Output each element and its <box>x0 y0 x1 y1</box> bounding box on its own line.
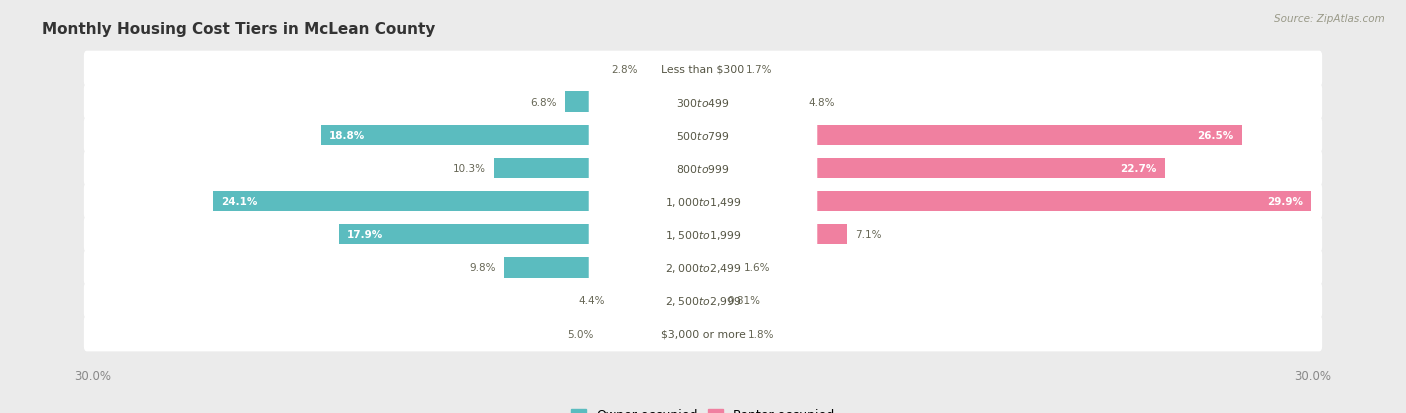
Text: 24.1%: 24.1% <box>221 197 257 206</box>
Text: 9.8%: 9.8% <box>470 263 495 273</box>
Text: 10.3%: 10.3% <box>453 164 485 173</box>
Bar <box>503 257 591 278</box>
FancyBboxPatch shape <box>589 320 817 348</box>
Text: $500 to $799: $500 to $799 <box>676 130 730 141</box>
FancyBboxPatch shape <box>84 283 1322 318</box>
Bar <box>602 323 703 344</box>
Text: $1,500 to $1,999: $1,500 to $1,999 <box>665 228 741 241</box>
Bar <box>703 323 740 344</box>
FancyBboxPatch shape <box>589 221 817 249</box>
Text: 7.1%: 7.1% <box>855 230 882 240</box>
FancyBboxPatch shape <box>84 118 1322 153</box>
Bar <box>613 290 703 311</box>
Text: $800 to $999: $800 to $999 <box>676 163 730 174</box>
Text: 4.8%: 4.8% <box>808 97 835 107</box>
Text: $1,000 to $1,499: $1,000 to $1,499 <box>665 195 741 208</box>
Text: 17.9%: 17.9% <box>347 230 384 240</box>
Text: 1.8%: 1.8% <box>748 329 775 339</box>
Text: 2.8%: 2.8% <box>612 64 638 74</box>
FancyBboxPatch shape <box>589 121 817 150</box>
FancyBboxPatch shape <box>84 85 1322 120</box>
Text: 5.0%: 5.0% <box>567 329 593 339</box>
FancyBboxPatch shape <box>84 184 1322 219</box>
Bar <box>815 158 1164 179</box>
FancyBboxPatch shape <box>84 52 1322 87</box>
Text: 0.81%: 0.81% <box>727 296 761 306</box>
Bar <box>565 92 591 113</box>
Bar <box>703 92 800 113</box>
Text: $2,000 to $2,499: $2,000 to $2,499 <box>665 261 741 274</box>
Bar <box>815 191 1310 212</box>
Bar <box>703 257 735 278</box>
Text: Monthly Housing Cost Tiers in McLean County: Monthly Housing Cost Tiers in McLean Cou… <box>42 22 436 37</box>
Text: 6.8%: 6.8% <box>530 97 557 107</box>
FancyBboxPatch shape <box>589 55 817 83</box>
Text: 4.4%: 4.4% <box>579 296 606 306</box>
FancyBboxPatch shape <box>589 254 817 282</box>
FancyBboxPatch shape <box>589 154 817 183</box>
Bar <box>321 125 591 146</box>
Text: 29.9%: 29.9% <box>1267 197 1303 206</box>
Bar <box>647 59 703 80</box>
Bar <box>815 224 848 245</box>
Bar <box>703 59 738 80</box>
Bar <box>703 290 720 311</box>
Legend: Owner-occupied, Renter-occupied: Owner-occupied, Renter-occupied <box>567 404 839 413</box>
Text: Less than $300: Less than $300 <box>661 64 745 74</box>
FancyBboxPatch shape <box>84 217 1322 252</box>
Text: 1.7%: 1.7% <box>745 64 772 74</box>
Text: $2,500 to $2,999: $2,500 to $2,999 <box>665 294 741 307</box>
Bar <box>494 158 591 179</box>
FancyBboxPatch shape <box>589 88 817 116</box>
Text: 22.7%: 22.7% <box>1121 164 1156 173</box>
FancyBboxPatch shape <box>84 316 1322 351</box>
Bar <box>815 125 1241 146</box>
Text: $300 to $499: $300 to $499 <box>676 97 730 108</box>
FancyBboxPatch shape <box>84 250 1322 285</box>
FancyBboxPatch shape <box>589 188 817 216</box>
Bar <box>212 191 591 212</box>
Text: $3,000 or more: $3,000 or more <box>661 329 745 339</box>
Text: 26.5%: 26.5% <box>1198 131 1233 140</box>
Bar <box>339 224 591 245</box>
FancyBboxPatch shape <box>589 287 817 315</box>
FancyBboxPatch shape <box>84 151 1322 186</box>
Text: 1.6%: 1.6% <box>744 263 770 273</box>
Text: Source: ZipAtlas.com: Source: ZipAtlas.com <box>1274 14 1385 24</box>
Text: 18.8%: 18.8% <box>329 131 366 140</box>
